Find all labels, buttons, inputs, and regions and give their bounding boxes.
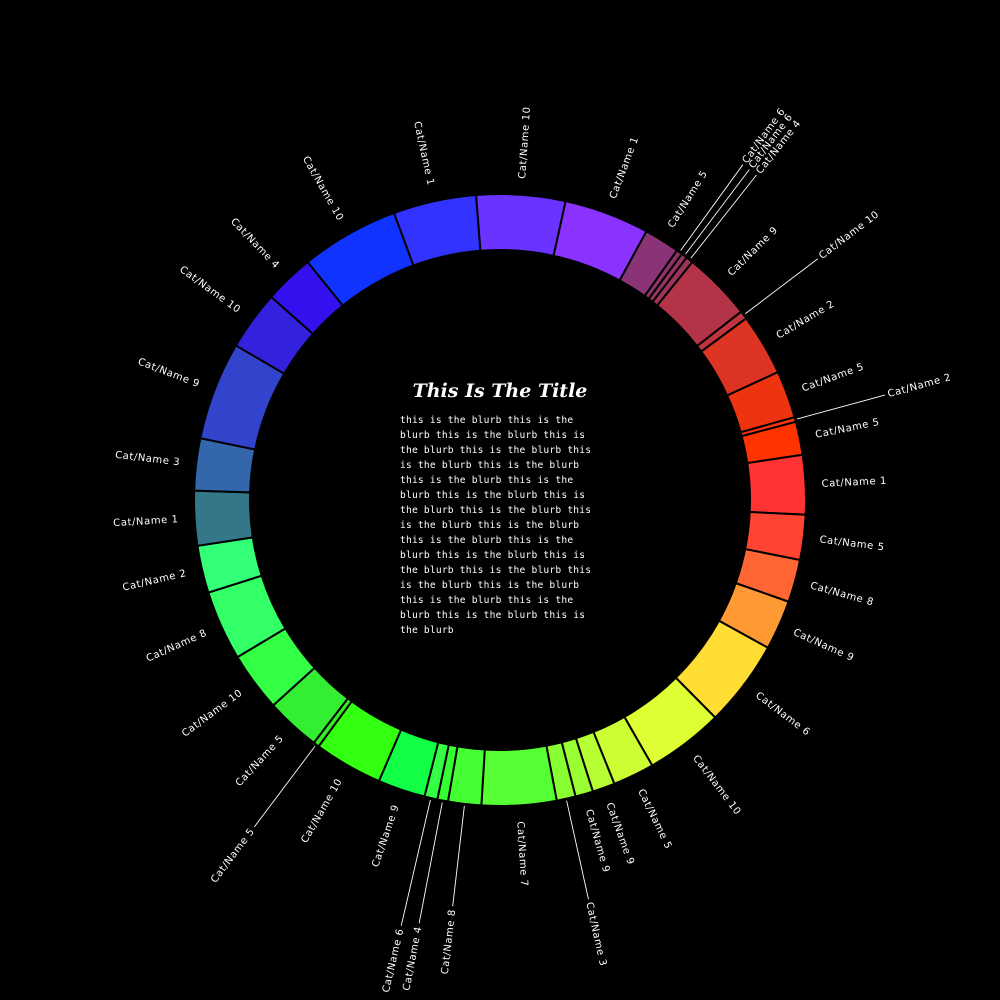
label-leader-line [685, 169, 750, 255]
slice-label: Cat/Name 10 [690, 753, 743, 817]
slice-label: Cat/Name 4 [228, 216, 281, 271]
slice-label: Cat/Name 2 [887, 372, 953, 400]
slice-label: Cat/Name 8 [145, 628, 209, 665]
slice-label: Cat/Name 1 [608, 135, 641, 200]
slice-label: Cat/Name 2 [775, 299, 837, 342]
donut-slice [746, 453, 807, 516]
slice-label: Cat/Name 9 [370, 803, 402, 869]
slice-label: Cat/Name 5 [635, 788, 673, 852]
slice-label: Cat/Name 9 [136, 356, 201, 390]
label-leader-line [566, 800, 589, 900]
slice-label: Cat/Name 5 [800, 361, 865, 394]
slice-label: Cat/Name 10 [300, 155, 345, 223]
slice-label: Cat/Name 10 [177, 264, 242, 315]
donut-slice [480, 744, 558, 807]
slice-label: Cat/Name 5 [234, 733, 286, 789]
slice-label: Cat/Name 7 [514, 821, 529, 887]
donut-slice [193, 489, 254, 547]
slice-label: Cat/Name 5 [819, 534, 885, 553]
slice-label: Cat/Name 8 [809, 581, 875, 609]
donut-slices [193, 193, 807, 807]
slice-label: Cat/Name 2 [122, 568, 188, 594]
label-leader-line [745, 258, 819, 315]
slice-label: Cat/Name 10 [180, 688, 245, 740]
slice-label: Cat/Name 10 [299, 777, 345, 845]
label-leader-line [400, 799, 431, 926]
donut-slice [392, 193, 482, 267]
slice-label: Cat/Name 10 [817, 209, 881, 262]
slice-label: Cat/Name 8 [440, 909, 458, 975]
chart-blurb: this is the blurb this is the blurb this… [400, 415, 592, 636]
label-leader-lines [253, 164, 886, 926]
slice-label: Cat/Name 9 [583, 808, 612, 874]
slice-label: Cat/Name 1 [411, 120, 436, 186]
slice-label: Cat/Name 5 [814, 417, 880, 441]
slice-label: Cat/Name 5 [666, 169, 710, 230]
chart-title: This Is The Title [412, 380, 588, 402]
label-leader-line [253, 745, 316, 828]
label-leader-line [690, 174, 757, 259]
slice-label: Cat/Name 1 [821, 476, 887, 490]
slice-label: Cat/Name 1 [113, 514, 179, 529]
slice-label: Cat/Name 6 [753, 690, 812, 738]
slice-label: Cat/Name 3 [583, 901, 608, 967]
slice-label: Cat/Name 10 [517, 106, 533, 179]
donut-slice [474, 193, 567, 258]
slice-label: Cat/Name 9 [726, 225, 780, 279]
label-leader-line [680, 164, 744, 251]
slice-label: Cat/Name 3 [114, 450, 180, 469]
label-leader-line [797, 394, 886, 420]
slice-label: Cat/Name 9 [791, 627, 855, 664]
label-leader-line [452, 805, 465, 907]
label-leader-line [418, 802, 443, 924]
slice-label: Cat/Name 5 [209, 826, 257, 885]
